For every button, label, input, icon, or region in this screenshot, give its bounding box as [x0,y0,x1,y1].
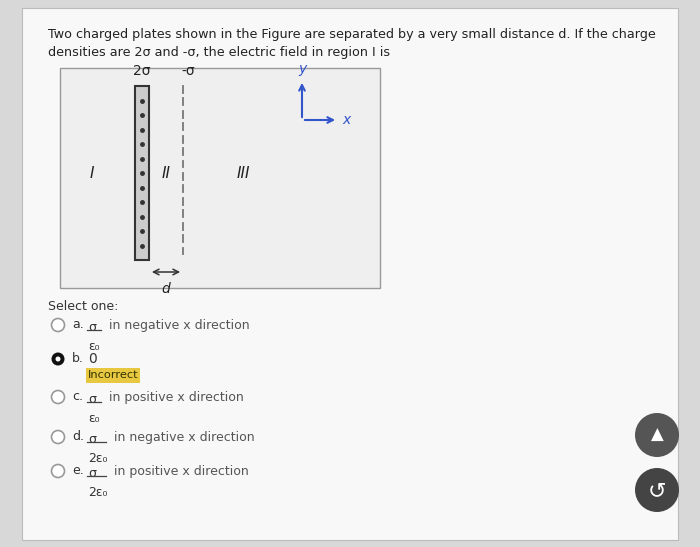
Text: ↺: ↺ [648,481,666,501]
Text: Incorrect: Incorrect [88,370,139,381]
Text: y: y [298,62,306,76]
Bar [86,368,140,383]
Text: I: I [90,166,95,181]
Text: σ: σ [88,433,96,446]
Text: II: II [162,166,171,181]
Text: a.: a. [72,318,84,331]
Text: ε₀: ε₀ [88,340,99,353]
Text: III: III [237,166,250,181]
Text: σ: σ [88,321,96,334]
Text: -σ: -σ [181,64,195,78]
Circle shape [52,352,64,365]
Text: in positive x direction: in positive x direction [109,391,244,404]
Circle shape [55,357,60,362]
Circle shape [52,430,64,444]
Circle shape [52,318,64,331]
Text: d.: d. [72,430,84,444]
Text: 2ε₀: 2ε₀ [88,452,107,465]
Text: b.: b. [72,352,84,365]
Text: σ: σ [88,467,96,480]
Text: ▲: ▲ [650,426,664,444]
Text: 2ε₀: 2ε₀ [88,486,107,499]
Text: x: x [342,113,350,127]
Text: Two charged plates shown in the Figure are separated by a very small distance d.: Two charged plates shown in the Figure a… [48,28,656,41]
Circle shape [52,391,64,404]
Text: c.: c. [72,391,83,404]
Text: Select one:: Select one: [48,300,118,313]
Circle shape [635,413,679,457]
Text: d: d [162,282,170,296]
Text: in negative x direction: in negative x direction [109,318,250,331]
Text: ε₀: ε₀ [88,412,99,425]
Text: in positive x direction: in positive x direction [114,464,248,478]
Text: densities are 2σ and -σ, the electric field in region I is: densities are 2σ and -σ, the electric fi… [48,46,390,59]
Text: 0: 0 [88,352,97,366]
Text: σ: σ [88,393,96,406]
Text: 2σ: 2σ [133,64,150,78]
Text: in negative x direction: in negative x direction [114,430,255,444]
Circle shape [635,468,679,512]
Bar [135,86,149,260]
Circle shape [52,464,64,478]
Bar [60,68,380,288]
Text: e.: e. [72,464,84,478]
